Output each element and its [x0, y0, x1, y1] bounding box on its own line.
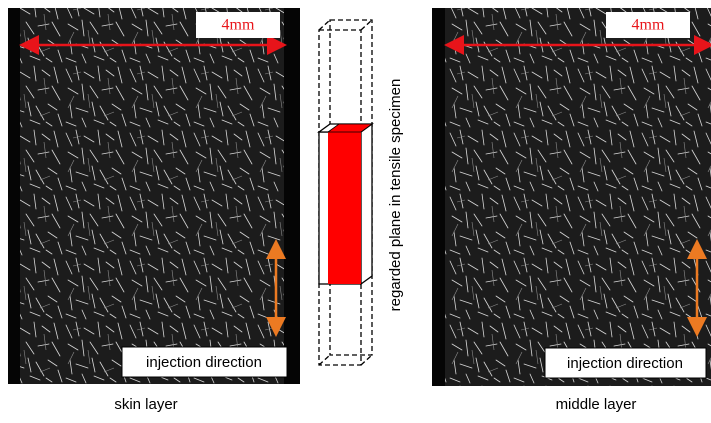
regarded-plane [328, 132, 361, 284]
direction-label: injection direction [567, 355, 683, 372]
regarded-plane-top [326, 123, 374, 133]
specimen-sketch [317, 19, 374, 366]
caption: skin layer [114, 396, 177, 413]
edge [360, 354, 373, 366]
micrograph [20, 8, 284, 384]
skin-panel: 4mm injection direction [8, 8, 300, 384]
direction-label: injection direction [146, 354, 262, 371]
direction-box [544, 347, 707, 379]
direction-box [121, 346, 288, 378]
micrograph [445, 8, 711, 386]
edge [318, 354, 331, 366]
caption: middle layer [556, 396, 637, 413]
edge [318, 19, 331, 31]
scale-label: 4mm [632, 17, 665, 34]
edge [360, 19, 373, 31]
specimen-label: regarded plane in tensile specimen [387, 79, 404, 312]
scale-box [196, 12, 280, 38]
scale-box [606, 12, 690, 38]
middle-panel: 4mm injection direction [432, 8, 711, 386]
scale-label: 4mm [222, 17, 255, 34]
plane-side [360, 122, 373, 286]
